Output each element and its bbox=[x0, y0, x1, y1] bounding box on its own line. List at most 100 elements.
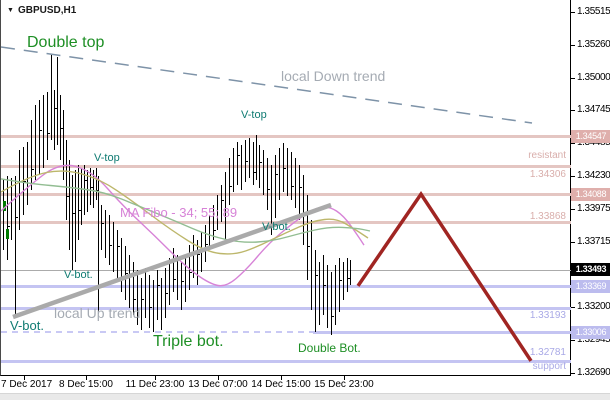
candle-close-tick bbox=[214, 230, 216, 231]
candle-bar bbox=[343, 262, 344, 300]
axis-price-label: 1.35000 bbox=[577, 72, 610, 83]
ma-line-34 bbox=[1, 164, 365, 287]
candle-bar bbox=[129, 255, 130, 308]
candle-close-tick bbox=[102, 223, 104, 224]
candle-bar bbox=[311, 220, 312, 310]
price-axis[interactable]: 1.34547 1.34088 1.33369 1.33006 1.35515 1.352… bbox=[570, 0, 610, 378]
candle-bar bbox=[39, 100, 40, 175]
candle-bar bbox=[350, 260, 351, 285]
axis-level-badge: 1.34547 bbox=[571, 130, 610, 143]
candle-bar bbox=[185, 255, 186, 302]
expected-move-zigzag[interactable] bbox=[356, 190, 533, 362]
symbol-dropdown-icon[interactable]: ▼ bbox=[7, 7, 14, 14]
candle-bar bbox=[319, 262, 320, 325]
axis-time-label: 11 Dec 23:00 bbox=[125, 379, 185, 390]
candle-bar bbox=[121, 238, 122, 292]
price-tick bbox=[571, 45, 575, 46]
symbol-label-text: GBPUSD,H1 bbox=[17, 5, 77, 16]
candle-close-tick bbox=[308, 246, 310, 247]
candle-bar bbox=[307, 195, 308, 280]
ma-fibo-label: MA Fibo - 34; 55; 89 bbox=[120, 205, 238, 220]
candle-bar bbox=[72, 175, 73, 270]
candle-bar bbox=[101, 205, 102, 250]
axis-price-label: 1.34230 bbox=[577, 170, 610, 181]
axis-price-label: 1.33715 bbox=[577, 236, 610, 247]
candle-bar bbox=[339, 258, 340, 312]
candle-close-tick bbox=[182, 281, 184, 282]
v-bot-label-3: V-bot. bbox=[262, 221, 291, 233]
level-caption-1-33868: 1.33868 bbox=[529, 211, 566, 222]
axis-price-label: 1.32945 bbox=[577, 334, 610, 345]
axis-time-label: 15 Dec 23:00 bbox=[314, 379, 374, 390]
candle-bar bbox=[54, 90, 55, 150]
candle-bar bbox=[35, 105, 36, 180]
candle-close-tick bbox=[61, 128, 63, 129]
time-axis[interactable]: 7 Dec 2017 8 Dec 15:00 11 Dec 23:00 13 Dec … bbox=[0, 376, 610, 392]
candle-bar bbox=[315, 250, 316, 332]
candle-close-tick bbox=[174, 279, 176, 280]
candle-bar bbox=[267, 158, 268, 210]
time-tick bbox=[344, 376, 345, 380]
candle-bar bbox=[253, 142, 254, 185]
candle-bar bbox=[145, 268, 146, 318]
candle-close-tick bbox=[276, 174, 278, 175]
candle-bar bbox=[197, 240, 198, 285]
price-tick bbox=[571, 242, 575, 243]
axis-price-label: 1.35515 bbox=[577, 6, 610, 17]
level-caption-support: support bbox=[532, 361, 566, 372]
current-price-badge: 1.33493 bbox=[571, 263, 610, 276]
candle-bar bbox=[233, 148, 234, 192]
candle-close-tick bbox=[126, 273, 128, 274]
candle-bar bbox=[117, 230, 118, 282]
candle-bar-bull bbox=[3, 201, 6, 211]
candle-close-tick bbox=[260, 162, 262, 163]
candle-bar bbox=[3, 180, 4, 250]
axis-price-label: 1.33975 bbox=[577, 203, 610, 214]
candle-bar bbox=[31, 120, 32, 190]
candle-close-tick bbox=[268, 189, 270, 190]
resistance-level-line bbox=[1, 135, 571, 138]
price-tick bbox=[571, 78, 575, 79]
candle-close-tick bbox=[206, 244, 208, 245]
symbol-label: ▼ GBPUSD,H1 bbox=[7, 5, 76, 16]
price-tick bbox=[571, 143, 575, 144]
candle-bar bbox=[98, 176, 99, 314]
candle-bar bbox=[299, 165, 300, 220]
level-caption-1-34306: 1.34306 bbox=[529, 169, 566, 180]
candle-close-tick bbox=[32, 169, 34, 170]
candle-bar bbox=[201, 232, 202, 272]
axis-level-badge: 1.33006 bbox=[571, 326, 610, 339]
candle-bar bbox=[259, 145, 260, 188]
candle-bar bbox=[75, 170, 76, 262]
candle-bar bbox=[66, 140, 67, 220]
axis-price-label: 1.35260 bbox=[577, 39, 610, 50]
resistance-level-line bbox=[1, 165, 571, 168]
candle-bar bbox=[327, 265, 328, 328]
candle-bar bbox=[291, 152, 292, 200]
candle-bar bbox=[47, 92, 48, 160]
candle-close-tick bbox=[190, 272, 192, 273]
candle-close-tick bbox=[150, 307, 152, 308]
candle-bar bbox=[87, 170, 88, 212]
candle-bar bbox=[19, 150, 20, 230]
axis-time-label: 14 Dec 15:00 bbox=[251, 379, 311, 390]
candle-close-tick bbox=[110, 245, 112, 246]
candle-close-tick bbox=[198, 254, 200, 255]
candle-bar bbox=[141, 278, 142, 330]
candle-bar bbox=[69, 160, 70, 250]
axis-price-label: 1.32690 bbox=[577, 367, 610, 378]
candle-bar bbox=[7, 176, 8, 260]
candle-close-tick bbox=[332, 316, 334, 317]
candle-bar bbox=[189, 245, 190, 290]
candle-bar bbox=[256, 135, 257, 180]
candle-bar bbox=[27, 142, 28, 205]
axis-price-label: 1.34745 bbox=[577, 104, 610, 115]
v-top-label-2: V-top bbox=[241, 109, 267, 121]
chart-plot-area[interactable]: ▼ GBPUSD,H1 Double top local Down trend V-t… bbox=[0, 0, 571, 376]
candle-bar bbox=[173, 248, 174, 292]
candle-bar bbox=[193, 235, 194, 278]
bottom-strip bbox=[0, 393, 610, 400]
level-caption-resistant: resistant bbox=[528, 150, 566, 161]
candle-bar bbox=[209, 215, 210, 250]
candle-bar-bull bbox=[6, 229, 9, 239]
